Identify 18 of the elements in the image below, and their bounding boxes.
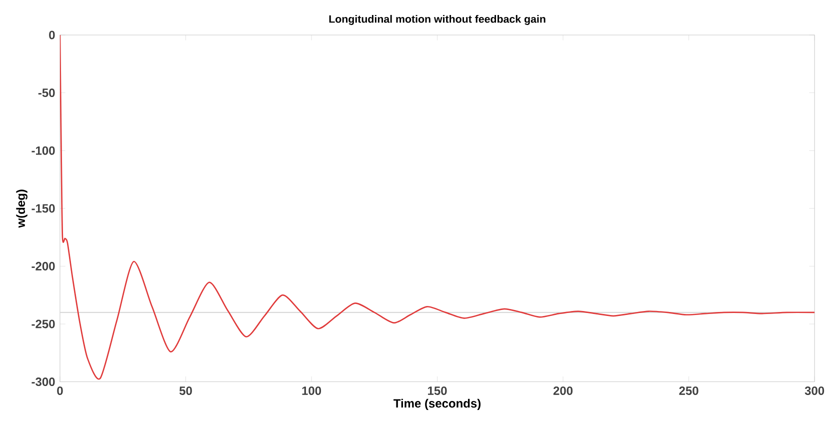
y-tick-label: -50: [38, 88, 55, 98]
y-tick-label: -300: [32, 378, 55, 386]
x-tick-label: 100: [302, 386, 322, 396]
x-tick-label: 0: [57, 386, 63, 396]
x-tick-label: 50: [179, 386, 192, 396]
x-tick-label: 300: [804, 386, 824, 396]
x-tick-label: 250: [679, 386, 698, 396]
y-tick-label: -250: [32, 320, 55, 328]
x-tick-label: 200: [553, 386, 573, 396]
y-tick-label: -150: [32, 204, 55, 213]
y-tick-label: -200: [32, 262, 55, 271]
x-tick-label: 150: [428, 386, 447, 396]
chart-title: Longitudinal motion without feedback gain: [329, 15, 546, 26]
y-tick-label: 0: [49, 30, 55, 40]
y-tick-label: -100: [32, 146, 55, 155]
line-series: [60, 35, 815, 380]
y-axis-title: w(deg): [16, 190, 28, 228]
x-axis-title: Time (seconds): [394, 398, 481, 410]
